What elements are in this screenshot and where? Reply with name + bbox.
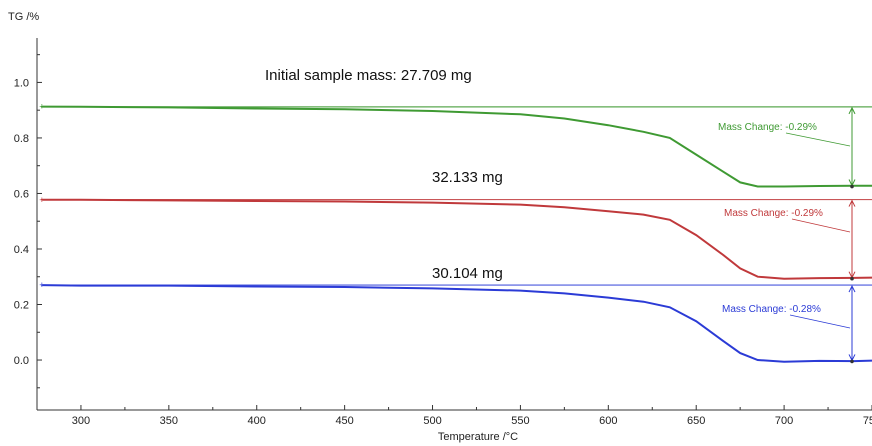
x-tick-label: 450 (335, 415, 353, 427)
y-axis-label: TG /% (8, 11, 39, 23)
ticks: 300 350 400 450 500 550 600 650 700 750 0.0 0.2 0.4 0… (14, 54, 872, 427)
y-tick-label: 0.8 (14, 133, 29, 145)
tg-curve (42, 284, 872, 363)
end-point (850, 276, 854, 281)
y-tick-label: 0.6 (14, 188, 29, 200)
arrow-head-up (848, 284, 856, 293)
x-tick-label: 550 (511, 415, 529, 427)
sample-mass-label: Initial sample mass: 27.709 mg (265, 67, 472, 84)
mass-change-label: Mass Change: -0.28% (722, 304, 821, 315)
start-marker: + (39, 195, 44, 205)
x-tick-label: 300 (72, 415, 90, 427)
x-tick-label: 650 (687, 415, 705, 427)
x-tick-label: 600 (599, 415, 617, 427)
tg-curve (42, 198, 872, 280)
y-tick-label: 1.0 (14, 77, 29, 89)
x-axis-label: Temperature /°C (438, 431, 518, 443)
annotation-leader (789, 314, 851, 329)
arrow-head-up (848, 199, 856, 207)
end-point (850, 359, 854, 364)
mass-change-label: Mass Change: -0.29% (718, 122, 817, 133)
sample-mass-label: 32.133 mg (432, 169, 503, 186)
x-tick-label: 750 (863, 415, 872, 427)
x-tick-label: 350 (160, 415, 178, 427)
annotation-leader (791, 218, 851, 233)
mass-change-label: Mass Change: -0.29% (724, 208, 823, 219)
tg-curve (42, 105, 872, 188)
start-marker: + (39, 280, 44, 290)
x-tick-label: 700 (775, 415, 793, 427)
annotation-leader (785, 132, 851, 147)
arrow-head-up (848, 106, 856, 115)
axes (36, 38, 872, 411)
start-marker: + (39, 102, 44, 112)
y-tick-label: 0.0 (14, 355, 29, 367)
end-point (850, 184, 854, 189)
sample-mass-label: 30.104 mg (432, 265, 503, 282)
y-tick-label: 0.2 (14, 300, 29, 312)
y-tick-label: 0.4 (14, 244, 29, 256)
annotations: Mass Change: -0.29% Initial sample mass: … (265, 67, 856, 364)
x-tick-label: 500 (423, 415, 441, 427)
series-group: + + + (39, 102, 872, 363)
x-tick-label: 400 (248, 415, 266, 427)
